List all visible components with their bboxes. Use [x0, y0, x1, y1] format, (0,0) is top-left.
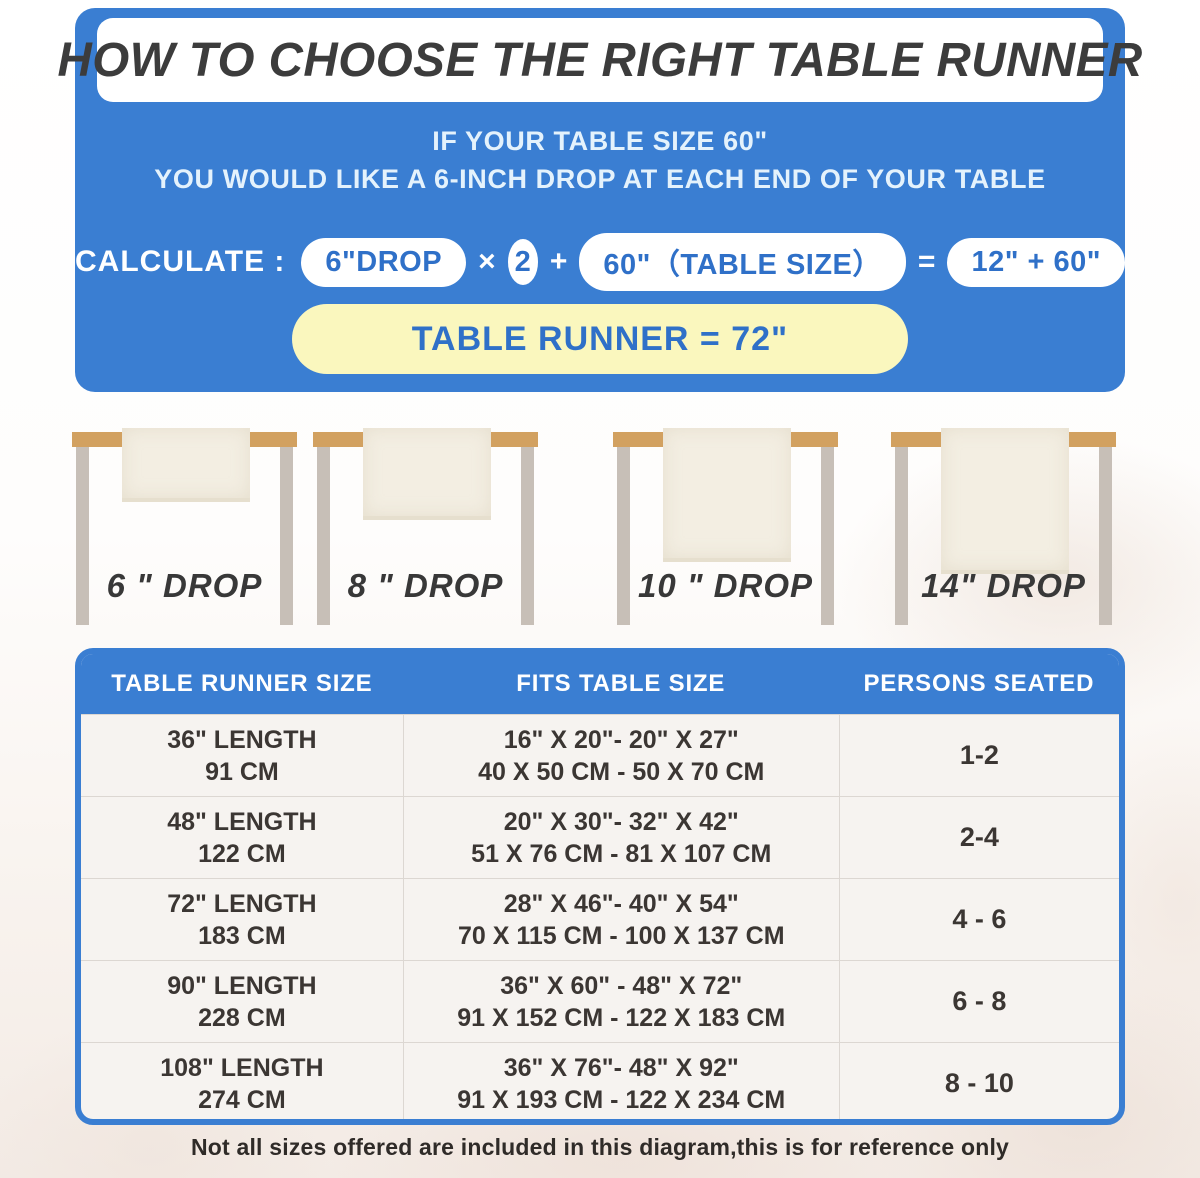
- subtitle-line-1: IF YOUR TABLE SIZE 60": [432, 126, 768, 156]
- runner-size-cell: 36" LENGTH 91 CM: [81, 715, 403, 796]
- table-leg: [617, 447, 630, 625]
- runner-size-cm: 274 CM: [198, 1085, 286, 1114]
- drop-label: 10 " DROP: [637, 567, 814, 604]
- final-result-pill: TABLE RUNNER = 72": [292, 304, 908, 374]
- size-chart-panel: TABLE RUNNER SIZE FITS TABLE SIZE PERSON…: [75, 648, 1125, 1125]
- table-leg: [895, 447, 908, 625]
- persons-seated-cell: 8 - 10: [838, 1043, 1119, 1119]
- fits-table-cell: 28" X 46"- 40" X 54" 70 X 115 CM - 100 X…: [402, 879, 839, 960]
- table-row: 72" LENGTH 183 CM 28" X 46"- 40" X 54" 7…: [81, 878, 1119, 960]
- size-chart-header: TABLE RUNNER SIZE FITS TABLE SIZE PERSON…: [81, 654, 1119, 714]
- table-figure-14-drop: 14" DROP: [891, 395, 1116, 645]
- table-leg: [317, 447, 330, 625]
- calculation-row: CALCULATE : 6"DROP × 2 + 60"（TABLE SIZE）…: [75, 233, 1125, 291]
- table-leg: [280, 447, 293, 625]
- table-row: 36" LENGTH 91 CM 16" X 20"- 20" X 27" 40…: [81, 714, 1119, 796]
- table-row: 48" LENGTH 122 CM 20" X 30"- 32" X 42" 5…: [81, 796, 1119, 878]
- table-leg: [76, 447, 89, 625]
- intro-panel: HOW TO CHOOSE THE RIGHT TABLE RUNNER IF …: [57, 8, 1142, 392]
- drop-value-pill: 6"DROP: [301, 237, 467, 287]
- persons-seated-cell: 1-2: [838, 715, 1119, 796]
- calculate-label: CALCULATE :: [75, 245, 286, 278]
- drop-examples-section: 6 " DROP 8 " DROP 10 " DROP 14" DROP: [0, 395, 1200, 645]
- persons-seated-cell: 2-4: [838, 797, 1119, 878]
- runner-cloth: [941, 428, 1069, 574]
- column-header-runner-size: TABLE RUNNER SIZE: [111, 670, 373, 697]
- runner-cloth: [363, 428, 491, 520]
- footer-disclaimer: Not all sizes offered are included in th…: [190, 1134, 1010, 1160]
- fits-size-cm: 91 X 193 CM - 122 X 234 CM: [457, 1085, 786, 1114]
- runner-size-cm: 228 CM: [198, 1003, 286, 1032]
- plus-operator: +: [549, 245, 568, 278]
- runner-size-cell: 108" LENGTH 274 CM: [81, 1043, 403, 1119]
- equals-operator: =: [917, 245, 936, 278]
- table-leg: [821, 447, 834, 625]
- persons-seated-cell: 4 - 6: [838, 879, 1119, 960]
- runner-size-inches: 36" LENGTH: [167, 725, 317, 754]
- fits-size-cm: 40 X 50 CM - 50 X 70 CM: [478, 757, 765, 786]
- table-leg: [1099, 447, 1112, 625]
- runner-size-inches: 48" LENGTH: [167, 807, 317, 836]
- table-figure-6-drop: 6 " DROP: [72, 395, 297, 645]
- page-title: HOW TO CHOOSE THE RIGHT TABLE RUNNER: [57, 33, 1143, 87]
- drop-label: 14" DROP: [921, 567, 1086, 604]
- column-header-persons: PERSONS SEATED: [863, 670, 1095, 697]
- runner-size-cell: 90" LENGTH 228 CM: [81, 961, 403, 1042]
- fits-table-cell: 36" X 76"- 48" X 92" 91 X 193 CM - 122 X…: [402, 1043, 839, 1119]
- table-leg: [521, 447, 534, 625]
- runner-size-cell: 72" LENGTH 183 CM: [81, 879, 403, 960]
- headline-box: HOW TO CHOOSE THE RIGHT TABLE RUNNER: [57, 18, 1142, 102]
- runner-size-inches: 72" LENGTH: [167, 889, 317, 918]
- runner-size-cell: 48" LENGTH 122 CM: [81, 797, 403, 878]
- fits-size-inches: 36" X 60" - 48" X 72": [500, 971, 743, 1000]
- drop-label: 6 " DROP: [106, 567, 263, 604]
- table-row: 90" LENGTH 228 CM 36" X 60" - 48" X 72" …: [81, 960, 1119, 1042]
- table-size-pill: 60"（TABLE SIZE）: [579, 233, 906, 291]
- fits-size-cm: 91 X 152 CM - 122 X 183 CM: [457, 1003, 786, 1032]
- persons-seated-cell: 6 - 8: [838, 961, 1119, 1042]
- subtitle-line-2: YOU WOULD LIKE A 6-INCH DROP AT EACH END…: [154, 164, 1046, 194]
- table-figure-10-drop: 10 " DROP: [613, 395, 838, 645]
- fits-table-cell: 20" X 30"- 32" X 42" 51 X 76 CM - 81 X 1…: [402, 797, 839, 878]
- runner-cloth: [122, 428, 250, 502]
- fits-size-cm: 70 X 115 CM - 100 X 137 CM: [457, 921, 785, 950]
- multiplier-badge: 2: [507, 239, 538, 285]
- table-figure-8-drop: 8 " DROP: [313, 395, 538, 645]
- fits-table-cell: 36" X 60" - 48" X 72" 91 X 152 CM - 122 …: [402, 961, 839, 1042]
- runner-size-inches: 108" LENGTH: [160, 1053, 324, 1082]
- runner-size-cm: 91 CM: [205, 757, 279, 786]
- drop-label: 8 " DROP: [347, 567, 504, 604]
- column-header-fits-table: FITS TABLE SIZE: [516, 670, 726, 697]
- sum-pill: 12" + 60": [947, 237, 1125, 287]
- table-row: 108" LENGTH 274 CM 36" X 76"- 48" X 92" …: [81, 1042, 1119, 1119]
- fits-size-inches: 16" X 20"- 20" X 27": [503, 725, 739, 754]
- fits-size-cm: 51 X 76 CM - 81 X 107 CM: [471, 839, 772, 868]
- runner-size-inches: 90" LENGTH: [167, 971, 317, 1000]
- fits-size-inches: 20" X 30"- 32" X 42": [503, 807, 739, 836]
- runner-size-cm: 122 CM: [198, 839, 286, 868]
- runner-cloth: [663, 428, 791, 562]
- fits-table-cell: 16" X 20"- 20" X 27" 40 X 50 CM - 50 X 7…: [402, 715, 839, 796]
- fits-size-inches: 28" X 46"- 40" X 54": [503, 889, 739, 918]
- multiply-operator: ×: [478, 245, 496, 278]
- fits-size-inches: 36" X 76"- 48" X 92": [503, 1053, 739, 1082]
- runner-size-cm: 183 CM: [198, 921, 286, 950]
